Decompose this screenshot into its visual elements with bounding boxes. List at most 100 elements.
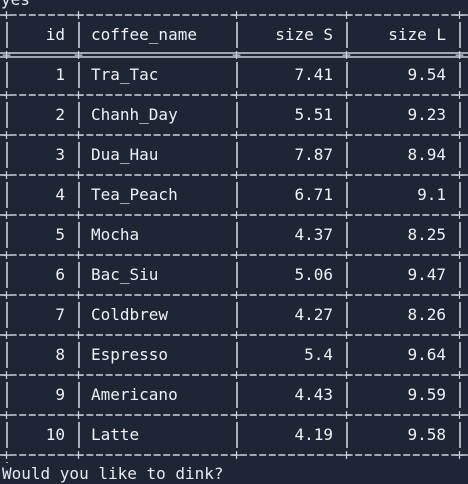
cell-id: 8 [55,345,65,364]
border-intersection: + [342,166,351,184]
cell-size-l: 8.94 [407,145,446,164]
border-intersection: + [455,166,464,184]
border-intersection: + [342,326,351,344]
border-intersection: + [74,166,83,184]
border-intersection: + [342,286,351,304]
previous-output-fragment: yes [1,0,30,9]
border-intersection: + [232,86,241,104]
border-intersection: + [455,286,464,304]
border-intersection: + [232,46,241,64]
border-intersection: + [342,406,351,424]
border-intersection: + [455,6,464,24]
cell-size-l: 8.26 [407,305,446,324]
cell-id: 5 [55,225,65,244]
border-intersection: + [2,206,11,224]
cell-coffee-name: Dua_Hau [91,145,159,164]
cell-id: 1 [55,65,65,84]
header-size-l: size L [388,25,446,44]
cell-size-l: 9.47 [407,265,446,284]
border-intersection: + [455,46,464,64]
border-intersection: + [2,406,11,424]
border-intersection: + [232,366,241,384]
border-intersection: + [342,446,351,464]
border-intersection: + [232,406,241,424]
header-id: id [45,25,65,44]
cell-size-l: 9.1 [417,185,446,204]
border-intersection: + [74,126,83,144]
border-intersection: + [74,366,83,384]
cell-id: 7 [55,305,65,324]
border-intersection: + [2,366,11,384]
cell-coffee-name: Tea_Peach [91,185,178,204]
cell-size-s: 4.43 [294,385,333,404]
border-intersection: + [232,206,241,224]
border-intersection: + [74,46,83,64]
border-intersection: + [74,206,83,224]
border-intersection: + [232,166,241,184]
cell-coffee-name: Espresso [91,345,169,364]
border-intersection: + [74,246,83,264]
cell-size-l: 9.58 [407,425,446,444]
header-size-s: size S [275,25,333,44]
cell-id: 3 [55,145,65,164]
cell-coffee-name: Latte [91,425,140,444]
border-intersection: + [232,6,241,24]
border-intersection: + [455,446,464,464]
cell-id: 10 [45,425,65,444]
cell-coffee-name: Coldbrew [91,305,169,324]
cell-coffee-name: Mocha [91,225,140,244]
border-intersection: + [74,6,83,24]
cell-size-s: 4.19 [294,425,333,444]
border-intersection: + [232,446,241,464]
border-intersection: + [232,326,241,344]
input-prompt[interactable]: Would you like to dink? [2,464,224,483]
cell-size-l: 9.23 [407,105,446,124]
header-coffee-name: coffee_name [91,25,197,44]
border-intersection: + [74,446,83,464]
cell-coffee-name: Bac_Siu [91,265,159,284]
border-intersection: + [74,86,83,104]
border-intersection: + [74,326,83,344]
cell-size-s: 6.71 [294,185,333,204]
cell-size-s: 7.41 [294,65,333,84]
border-intersection: + [2,246,11,264]
cell-size-s: 5.06 [294,265,333,284]
cell-size-l: 8.25 [407,225,446,244]
border-intersection: + [74,286,83,304]
border-intersection: + [342,206,351,224]
cell-size-l: 9.59 [407,385,446,404]
cell-size-s: 5.51 [294,105,333,124]
border-intersection: + [342,46,351,64]
border-intersection: + [2,46,11,64]
cell-size-s: 4.27 [294,305,333,324]
border-intersection: + [2,6,11,24]
border-intersection: + [342,246,351,264]
border-intersection: + [455,246,464,264]
border-intersection: + [455,406,464,424]
border-intersection: + [455,126,464,144]
border-intersection: + [2,86,11,104]
border-intersection: + [455,86,464,104]
border-intersection: + [2,286,11,304]
cell-size-l: 9.64 [407,345,446,364]
border-intersection: + [342,366,351,384]
border-intersection: + [2,446,11,464]
border-intersection: + [2,326,11,344]
cell-coffee-name: Americano [91,385,178,404]
cell-id: 9 [55,385,65,404]
border-intersection: + [342,86,351,104]
border-intersection: + [342,6,351,24]
border-intersection: + [455,366,464,384]
border-intersection: + [232,246,241,264]
border-intersection: + [232,126,241,144]
border-intersection: + [2,166,11,184]
border-intersection: + [455,326,464,344]
cell-size-s: 4.37 [294,225,333,244]
cell-size-s: 7.87 [294,145,333,164]
border-intersection: + [2,126,11,144]
cell-id: 6 [55,265,65,284]
cell-coffee-name: Chanh_Day [91,105,178,124]
border-intersection: + [74,406,83,424]
